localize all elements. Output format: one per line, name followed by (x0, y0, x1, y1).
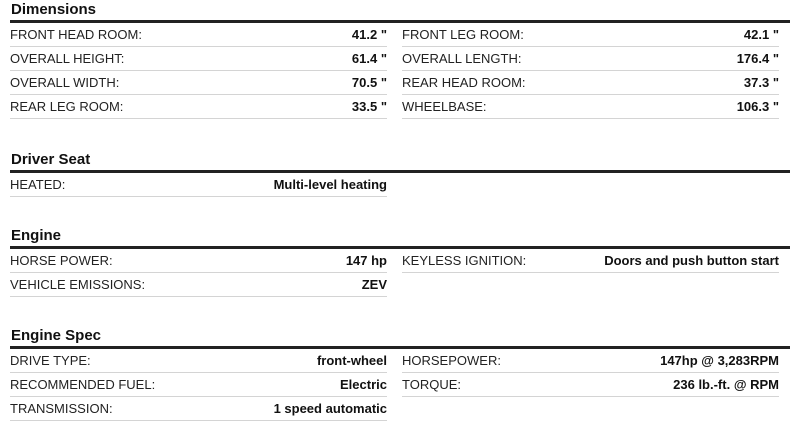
spec-row: FRONT LEG ROOM: 42.1 " (402, 23, 779, 47)
spec-value: front-wheel (316, 353, 387, 368)
spec-row: OVERALL LENGTH: 176.4 " (402, 47, 779, 71)
spec-value: 70.5 " (351, 75, 387, 90)
spec-row: HORSEPOWER: 147hp @ 3,283RPM (402, 349, 779, 373)
spec-grid: DRIVE TYPE: front-wheel HORSEPOWER: 147hp @… (10, 349, 790, 421)
spec-value: 176.4 " (736, 51, 779, 66)
spec-value: 236 lb.-ft. @ RPM (673, 377, 779, 392)
spec-row: TORQUE: 236 lb.-ft. @ RPM (402, 373, 779, 397)
section-divider (10, 20, 790, 23)
section-driver-seat: Driver Seat HEATED: Multi-level heating (10, 151, 790, 197)
spec-value: Electric (340, 377, 387, 392)
spec-label: TORQUE: (402, 377, 461, 392)
spec-value: 147hp @ 3,283RPM (660, 353, 779, 368)
spec-label: KEYLESS IGNITION: (402, 253, 527, 268)
spec-row: WHEELBASE: 106.3 " (402, 95, 779, 119)
spec-label: HORSE POWER: (10, 253, 113, 268)
spec-row: VEHICLE EMISSIONS: ZEV (10, 273, 387, 297)
spec-label: OVERALL WIDTH: (10, 75, 120, 90)
section-title: Engine (11, 227, 62, 244)
spec-value: 1 speed automatic (273, 401, 387, 416)
section-divider (10, 346, 790, 349)
section-divider (10, 246, 790, 249)
spec-value: ZEV (361, 277, 387, 292)
spec-row: OVERALL WIDTH: 70.5 " (10, 71, 387, 95)
spec-value: 61.4 " (351, 51, 387, 66)
section-title: Driver Seat (11, 151, 91, 168)
spec-value: 106.3 " (736, 99, 779, 114)
spec-label: FRONT HEAD ROOM: (10, 27, 142, 42)
spec-label: RECOMMENDED FUEL: (10, 377, 156, 392)
spec-label: REAR LEG ROOM: (10, 99, 124, 114)
spec-row: REAR HEAD ROOM: 37.3 " (402, 71, 779, 95)
spec-row: DRIVE TYPE: front-wheel (10, 349, 387, 373)
spec-label: VEHICLE EMISSIONS: (10, 277, 146, 292)
empty-cell (402, 173, 779, 196)
section-title: Dimensions (11, 1, 97, 18)
spec-label: WHEELBASE: (402, 99, 487, 114)
spec-value: Multi-level heating (273, 177, 387, 192)
empty-cell (402, 397, 779, 420)
spec-row: RECOMMENDED FUEL: Electric (10, 373, 387, 397)
spec-row: REAR LEG ROOM: 33.5 " (10, 95, 387, 119)
spec-label: DRIVE TYPE: (10, 353, 91, 368)
spec-grid: HORSE POWER: 147 hp KEYLESS IGNITION: Doors… (10, 249, 790, 297)
spec-label: HORSEPOWER: (402, 353, 501, 368)
spec-label: TRANSMISSION: (10, 401, 113, 416)
spec-label: HEATED: (10, 177, 66, 192)
spec-value: 41.2 " (351, 27, 387, 42)
spec-row: KEYLESS IGNITION: Doors and push button s… (402, 249, 779, 273)
section-engine-spec: Engine Spec DRIVE TYPE: front-wheel HORSEPO… (10, 327, 790, 421)
spec-label: OVERALL LENGTH: (402, 51, 522, 66)
spec-value: 37.3 " (743, 75, 779, 90)
spec-row: TRANSMISSION: 1 speed automatic (10, 397, 387, 421)
spec-grid: HEATED: Multi-level heating (10, 173, 790, 197)
spec-label: OVERALL HEIGHT: (10, 51, 125, 66)
spec-value: 33.5 " (351, 99, 387, 114)
spec-row: HEATED: Multi-level heating (10, 173, 387, 197)
spec-row: OVERALL HEIGHT: 61.4 " (10, 47, 387, 71)
empty-cell (402, 273, 779, 296)
section-engine: Engine HORSE POWER: 147 hp KEYLESS IGNITION… (10, 227, 790, 297)
spec-row: FRONT HEAD ROOM: 41.2 " (10, 23, 387, 47)
section-divider (10, 170, 790, 173)
spec-value: 42.1 " (743, 27, 779, 42)
spec-value: Doors and push button start (604, 253, 779, 268)
spec-row: HORSE POWER: 147 hp (10, 249, 387, 273)
section-dimensions: Dimensions FRONT HEAD ROOM: 41.2 " FRONT LE… (10, 1, 790, 119)
spec-grid: FRONT HEAD ROOM: 41.2 " FRONT LEG ROOM: 42.… (10, 23, 790, 119)
section-title: Engine Spec (11, 327, 102, 344)
spec-label: FRONT LEG ROOM: (402, 27, 524, 42)
spec-label: REAR HEAD ROOM: (402, 75, 526, 90)
spec-value: 147 hp (345, 253, 387, 268)
